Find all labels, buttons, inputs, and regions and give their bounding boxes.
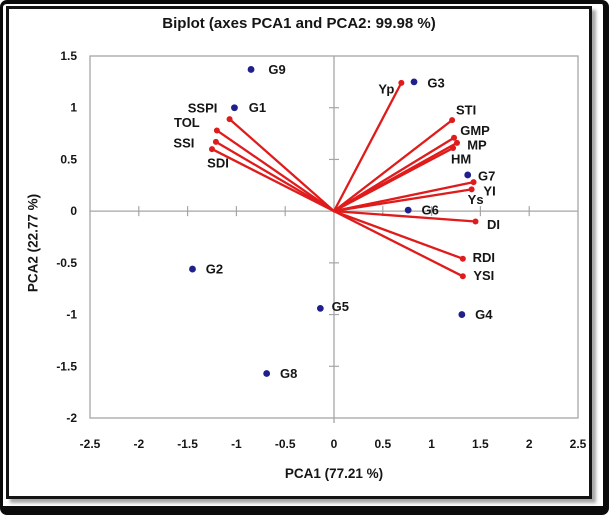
vector-label-RDI: RDI xyxy=(473,250,495,265)
point-G1 xyxy=(231,104,238,112)
vector-label-YI: YI xyxy=(483,184,495,199)
vector-SSPI xyxy=(228,117,336,213)
vector-label-SDI: SDI xyxy=(207,156,229,171)
x-tick-label: 1.5 xyxy=(472,437,489,451)
vector-tip-SSPI xyxy=(226,116,233,123)
x-tick-label: -1 xyxy=(231,437,242,451)
x-tick-label: -0.5 xyxy=(275,437,296,451)
vector-tip-YI xyxy=(470,179,477,186)
vector-label-TOL: TOL xyxy=(174,115,200,130)
vector-tip-TOL xyxy=(213,127,220,134)
vector-tip-RDI xyxy=(459,255,466,262)
point-label-G4: G4 xyxy=(475,307,493,322)
vector-YSI xyxy=(332,209,464,278)
vector-SDI xyxy=(210,147,336,213)
vector-label-Yp: Yp xyxy=(378,81,394,96)
point-G7 xyxy=(464,171,472,179)
point-G9 xyxy=(247,66,255,73)
vector-label-HM: HM xyxy=(451,152,471,167)
y-tick-label: 1 xyxy=(70,101,77,115)
point-label-G3: G3 xyxy=(427,75,444,90)
point-label-G7: G7 xyxy=(478,168,495,183)
vector-Ys xyxy=(332,188,473,213)
point-label-G6: G6 xyxy=(422,203,439,218)
y-axis-title: PCA2 (22.77 %) xyxy=(25,193,41,293)
x-tick-label: -2.5 xyxy=(80,437,101,451)
point-G3 xyxy=(410,78,418,86)
chart-title: Biplot (axes PCA1 and PCA2: 99.98 %) xyxy=(162,15,436,32)
point-G6 xyxy=(404,206,412,214)
vector-STI xyxy=(332,118,454,213)
vector-tip-Ys xyxy=(468,186,475,193)
point-label-G8: G8 xyxy=(280,366,297,381)
vector-tip-HM xyxy=(450,145,457,152)
x-tick-label: 0.5 xyxy=(374,437,391,451)
vector-label-YSI: YSI xyxy=(473,268,494,283)
vector-label-STI: STI xyxy=(456,103,476,118)
vector-TOL xyxy=(215,129,336,213)
x-tick-label: 2.5 xyxy=(570,437,587,451)
vector-tip-Yp xyxy=(398,79,405,86)
vector-tip-YSI xyxy=(459,273,466,280)
vector-RDI xyxy=(332,209,464,260)
y-tick-label: -0.5 xyxy=(56,256,77,270)
point-label-G2: G2 xyxy=(206,262,223,277)
x-tick-label: 2 xyxy=(526,437,533,451)
y-tick-label: 0.5 xyxy=(60,152,77,166)
vector-label-GMP: GMP xyxy=(460,123,490,138)
x-tick-label: 1 xyxy=(428,437,435,451)
point-label-G9: G9 xyxy=(268,62,285,77)
point-G5 xyxy=(316,304,324,312)
y-tick-label: -1.5 xyxy=(56,359,77,373)
x-tick-label: 0 xyxy=(331,437,338,451)
vector-SSI xyxy=(214,140,336,213)
x-tick-label: -1.5 xyxy=(177,437,198,451)
vector-tip-GMP xyxy=(451,134,458,141)
point-G4 xyxy=(458,311,466,318)
y-tick-label: 1.5 xyxy=(60,49,77,63)
point-label-G5: G5 xyxy=(332,299,349,314)
vector-label-DI: DI xyxy=(487,217,500,232)
vector-tip-SDI xyxy=(209,146,215,153)
vector-tip-DI xyxy=(472,218,479,225)
y-tick-label: -2 xyxy=(66,411,77,425)
vector-label-SSPI: SSPI xyxy=(188,101,218,116)
vector-tip-MP xyxy=(453,139,460,146)
vector-DI xyxy=(332,209,477,223)
y-tick-label: 0 xyxy=(70,204,77,218)
point-G8 xyxy=(263,370,271,377)
vector-HM xyxy=(332,146,455,213)
vector-tip-STI xyxy=(449,117,456,124)
vector-label-MP: MP xyxy=(467,137,487,152)
vector-label-SSI: SSI xyxy=(173,135,194,150)
vector-label-Ys: Ys xyxy=(468,192,484,207)
x-axis-title: PCA1 (77.21 %) xyxy=(284,466,384,481)
chart-frame xyxy=(6,6,592,499)
point-G2 xyxy=(189,265,196,273)
x-tick-label: -2 xyxy=(133,437,144,451)
point-label-G1: G1 xyxy=(249,100,266,115)
vector-tip-SSI xyxy=(212,138,219,145)
vector-Yp xyxy=(332,81,403,213)
y-tick-label: -1 xyxy=(66,308,77,322)
